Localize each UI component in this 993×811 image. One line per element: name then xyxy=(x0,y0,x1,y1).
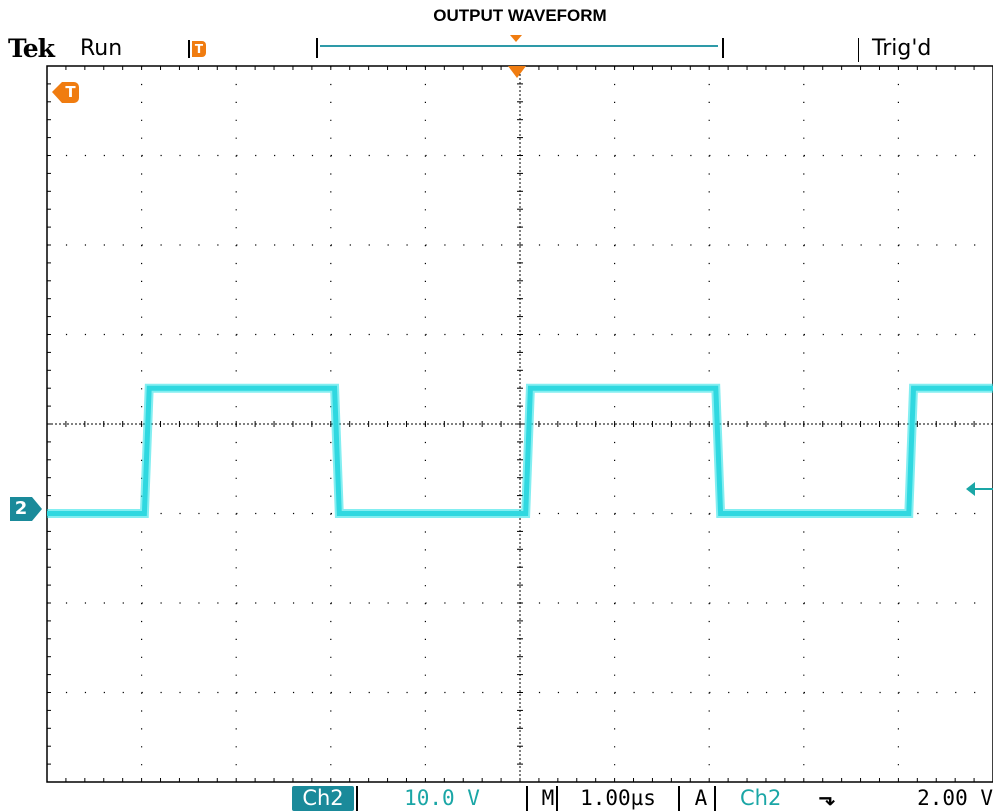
status-trigger-channel: Ch2 xyxy=(740,786,782,810)
trigger-position-icon: T xyxy=(192,41,206,57)
chart-title: OUTPUT WAVEFORM xyxy=(433,6,607,25)
record-view-bracket xyxy=(316,38,724,58)
status-trigger-mode: A xyxy=(688,786,716,811)
trigger-level-arrow-icon xyxy=(966,482,975,496)
channel-ground-marker: 2 xyxy=(10,497,32,521)
status-channel: Ch2 xyxy=(292,786,354,811)
falling-edge-icon: ⬎ xyxy=(818,786,836,810)
trigger-marker-arrow-icon xyxy=(52,82,62,103)
status-time-per-div: 1.00µs xyxy=(556,786,680,811)
status-divider xyxy=(858,38,859,62)
record-view-line xyxy=(320,45,718,47)
waveform-trace xyxy=(47,385,993,516)
trigger-time-marker-icon xyxy=(508,66,526,78)
acquisition-state: Run xyxy=(80,36,123,61)
brand-logo: Tek xyxy=(8,34,55,63)
trigger-status: Trig'd xyxy=(872,36,932,61)
record-trigger-marker-icon xyxy=(510,35,522,42)
channel-marker-arrow-icon xyxy=(32,497,42,521)
trigger-level-indicator xyxy=(974,488,993,490)
status-volts-per-div: 10.0 V xyxy=(356,786,528,811)
trigger-marker-icon: T xyxy=(62,82,79,103)
status-trigger-level: 2.00 V xyxy=(917,786,993,810)
record-start-tick xyxy=(188,40,190,58)
status-timebase-label: M xyxy=(541,786,555,810)
